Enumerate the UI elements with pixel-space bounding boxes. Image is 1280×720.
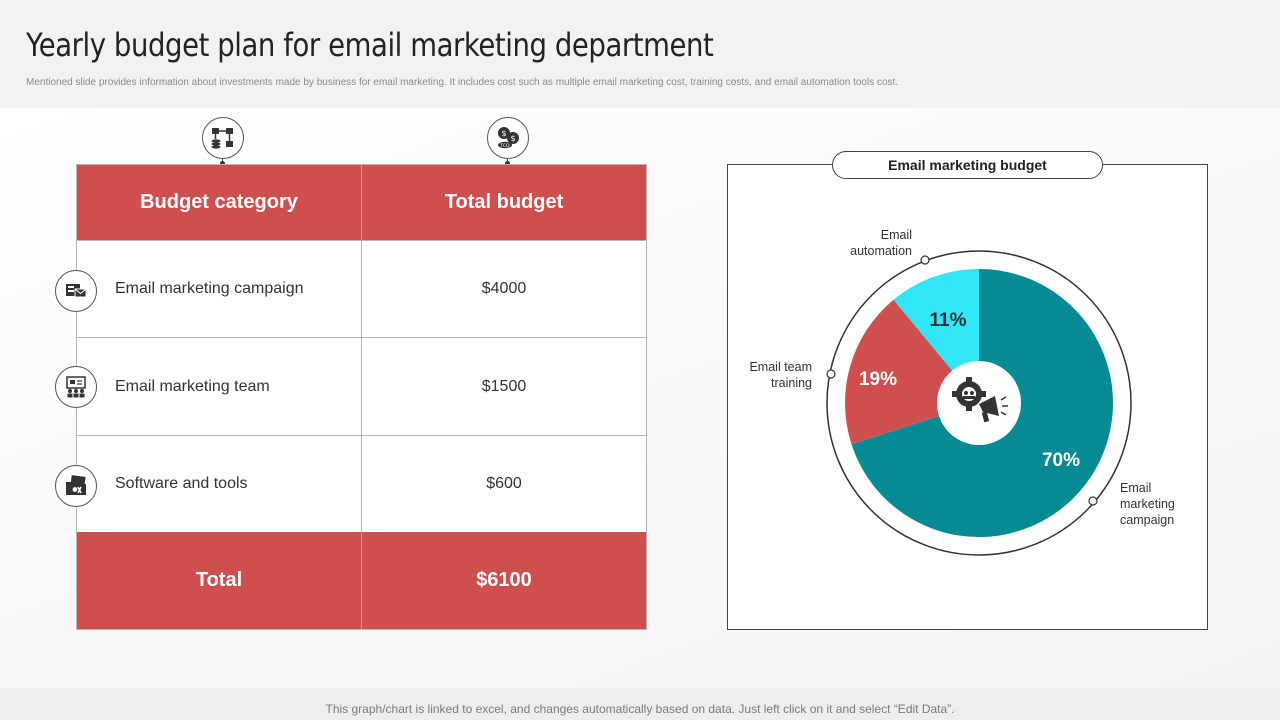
row-category: Software and tools bbox=[77, 436, 362, 532]
callout-dot-campaign bbox=[1088, 496, 1098, 506]
total-value: $6100 bbox=[476, 569, 532, 591]
row-budget: $1500 bbox=[481, 377, 527, 395]
budget-table: Budget category Total budget Email marke… bbox=[76, 164, 647, 630]
tools-folder-icon bbox=[55, 465, 97, 507]
icon-connector-dot bbox=[220, 161, 225, 166]
table-row: Email marketing team $1500 bbox=[77, 337, 646, 435]
total-label: Total bbox=[77, 532, 362, 629]
svg-text:$: $ bbox=[510, 134, 515, 143]
chart-outer-ring bbox=[826, 250, 1132, 556]
gear-megaphone-icon bbox=[952, 377, 1008, 423]
chart-title: Email marketing budget bbox=[832, 151, 1103, 179]
callout-email-team-training: Email team training bbox=[749, 360, 812, 390]
footer-band bbox=[0, 688, 1280, 720]
flowchart-coins-icon bbox=[202, 117, 244, 159]
header-band bbox=[0, 0, 1280, 108]
table-total-row: Total $6100 bbox=[77, 532, 646, 629]
footer-note: This graph/chart is linked to excel, and… bbox=[325, 702, 955, 716]
svg-text:TCO: TCO bbox=[499, 143, 510, 149]
header-total-budget: Total budget bbox=[444, 191, 564, 213]
slice-value-label: 11% bbox=[929, 310, 967, 331]
row-budget: $4000 bbox=[481, 280, 527, 297]
row-category: Email marketing campaign bbox=[77, 241, 362, 337]
email-campaign-icon bbox=[55, 270, 97, 312]
page-subtitle: Mentioned slide provides information abo… bbox=[26, 77, 899, 88]
icon-connector-dot bbox=[505, 161, 510, 166]
callout-email-marketing-campaign: Email marketing campaign bbox=[1120, 481, 1175, 527]
callout-dot-automation bbox=[920, 255, 930, 265]
dollar-coins-icon: $ $ TCO bbox=[487, 117, 529, 159]
callout-email-automation: Email automation bbox=[850, 228, 912, 258]
team-training-icon bbox=[55, 366, 97, 408]
svg-text:$: $ bbox=[501, 129, 506, 138]
slice-value-label: 19% bbox=[858, 369, 898, 390]
table-header-row: Budget category Total budget bbox=[77, 165, 646, 240]
header-budget-category: Budget category bbox=[77, 165, 362, 240]
callout-dot-training bbox=[826, 369, 836, 379]
table-row: Software and tools $600 bbox=[77, 435, 646, 532]
row-budget: $600 bbox=[486, 475, 522, 492]
page-title: Yearly budget plan for email marketing d… bbox=[26, 26, 714, 64]
table-row: Email marketing campaign $4000 bbox=[77, 240, 646, 337]
budget-donut-chart bbox=[826, 250, 1132, 556]
slice-value-label: 70% bbox=[1041, 450, 1081, 471]
donut-hole bbox=[937, 361, 1021, 445]
row-category: Email marketing team bbox=[77, 338, 362, 435]
